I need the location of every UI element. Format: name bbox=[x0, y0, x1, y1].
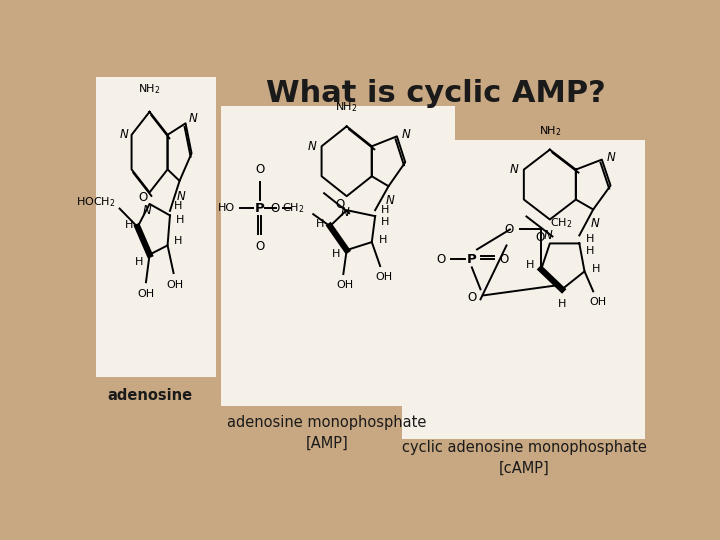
Text: adenosine: adenosine bbox=[108, 388, 193, 403]
Text: What is cyclic AMP?: What is cyclic AMP? bbox=[266, 79, 606, 109]
FancyBboxPatch shape bbox=[402, 140, 645, 439]
FancyBboxPatch shape bbox=[221, 106, 456, 406]
FancyBboxPatch shape bbox=[96, 77, 215, 377]
Text: adenosine monophosphate
[AMP]: adenosine monophosphate [AMP] bbox=[228, 415, 427, 451]
Text: cyclic adenosine monophosphate
[cAMP]: cyclic adenosine monophosphate [cAMP] bbox=[402, 440, 647, 476]
